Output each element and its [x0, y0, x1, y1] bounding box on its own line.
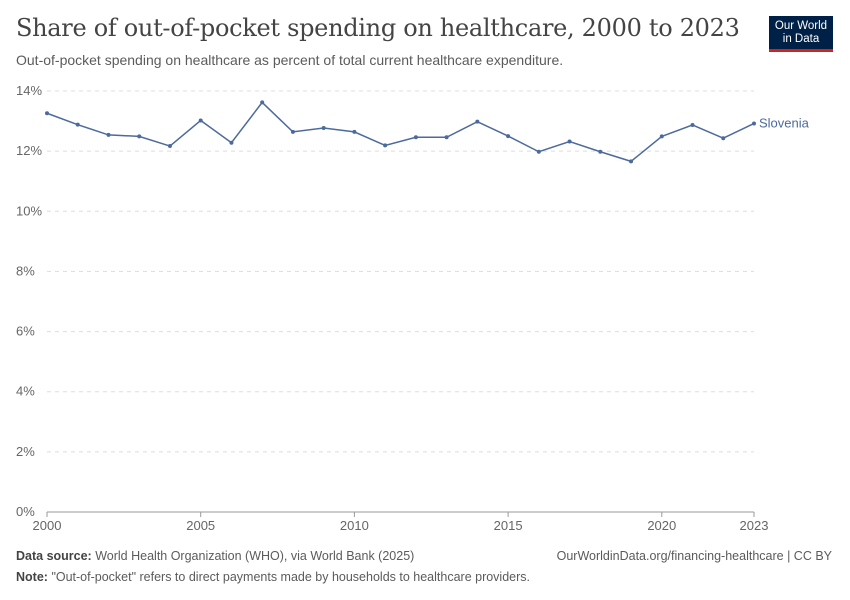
y-tick-label: 2%	[16, 444, 35, 459]
data-point	[598, 149, 603, 154]
data-point	[352, 129, 357, 134]
x-tick-label: 2023	[740, 518, 769, 533]
data-point	[752, 121, 756, 126]
data-point	[659, 134, 664, 139]
source-url[interactable]: OurWorldinData.org/financing-healthcare …	[556, 549, 832, 563]
owid-logo[interactable]: Our World in Data	[769, 16, 833, 52]
source-label: Data source:	[16, 549, 92, 563]
x-tick-label: 2020	[647, 518, 676, 533]
y-tick-label: 12%	[16, 143, 42, 158]
data-point	[629, 159, 634, 164]
y-tick-label: 10%	[16, 203, 42, 218]
y-tick-label: 8%	[16, 263, 35, 278]
x-tick-label: 2010	[340, 518, 369, 533]
data-point	[383, 143, 388, 148]
note: Note: "Out-of-pocket" refers to direct p…	[16, 570, 530, 584]
data-point	[260, 100, 265, 105]
data-point	[444, 135, 449, 140]
data-point	[321, 125, 326, 130]
data-point	[229, 140, 234, 145]
chart-subtitle: Out-of-pocket spending on healthcare as …	[16, 52, 564, 68]
data-point	[137, 134, 142, 139]
data-point	[567, 139, 572, 144]
data-point	[167, 144, 172, 149]
data-point	[45, 111, 49, 116]
series-label: Slovenia	[759, 115, 810, 130]
data-point	[506, 134, 511, 139]
y-tick-label: 14%	[16, 83, 42, 98]
data-point	[413, 135, 418, 140]
data-point	[198, 118, 203, 123]
data-point	[690, 122, 695, 127]
y-tick-label: 6%	[16, 324, 35, 339]
data-point	[290, 129, 295, 134]
source-text: World Health Organization (WHO), via Wor…	[95, 549, 415, 563]
data-point	[721, 136, 726, 141]
data-point	[75, 122, 80, 127]
data-point	[106, 132, 111, 137]
y-tick-label: 0%	[16, 504, 35, 519]
note-text: "Out-of-pocket" refers to direct payment…	[51, 570, 530, 584]
data-point	[475, 119, 480, 124]
chart-title: Share of out-of-pocket spending on healt…	[16, 14, 740, 42]
x-tick-label: 2005	[186, 518, 215, 533]
data-point	[536, 149, 541, 154]
note-label: Note:	[16, 570, 48, 584]
x-tick-label: 2015	[494, 518, 523, 533]
y-tick-label: 4%	[16, 384, 35, 399]
series-line-slovenia	[46, 101, 755, 163]
data-source: Data source: World Health Organization (…	[16, 549, 414, 563]
x-tick-label: 2000	[33, 518, 62, 533]
